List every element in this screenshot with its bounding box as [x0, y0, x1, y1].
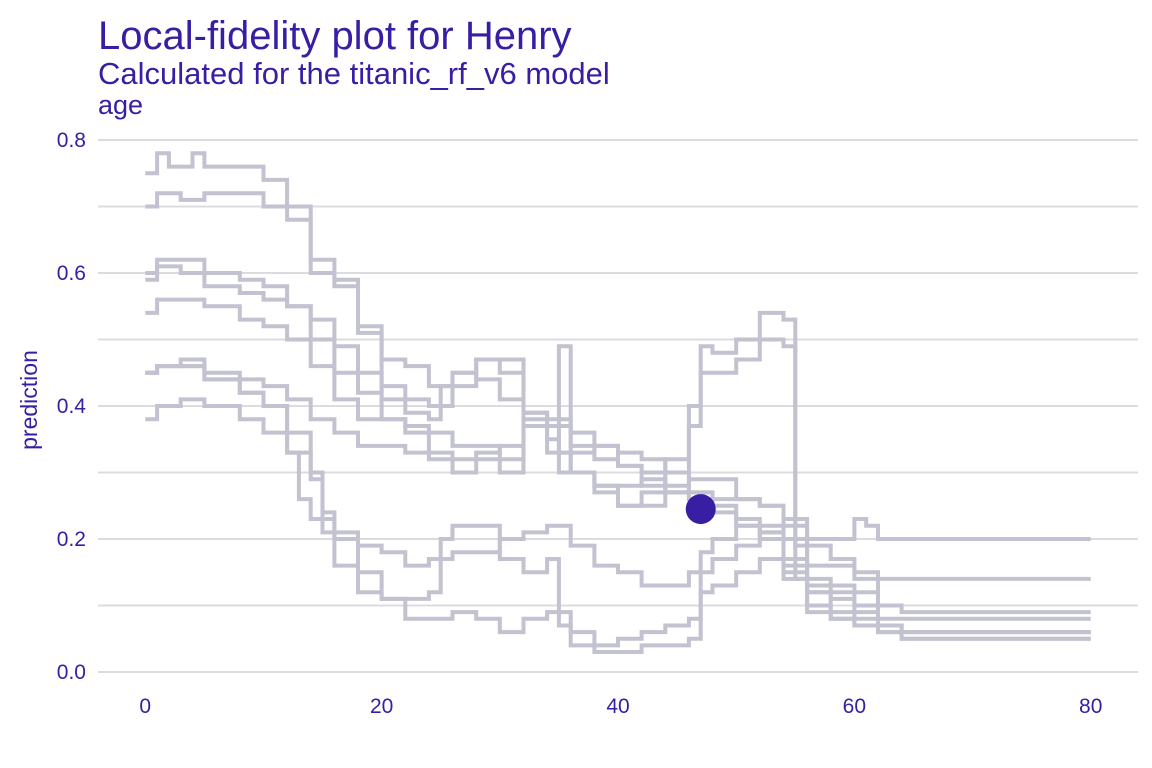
chart-subtitle: Calculated for the titanic_rf_v6 model: [98, 56, 610, 91]
x-axis: 0 20 40 60 80: [139, 695, 1102, 718]
observation-layer: [685, 494, 716, 525]
observation-point: [685, 494, 716, 525]
x-tick-label: 20: [370, 695, 393, 718]
profile-lines: [145, 151, 1091, 654]
y-axis-label: prediction: [16, 350, 42, 450]
x-tick-label: 60: [843, 695, 866, 718]
y-tick-label: 0.8: [57, 129, 86, 152]
y-axis: 0.0 0.2 0.4 0.6 0.8: [57, 129, 87, 684]
y-tick-label: 0.4: [57, 395, 87, 418]
facet-label: age: [98, 90, 144, 120]
gridlines: [98, 139, 1138, 673]
y-tick-label: 0.0: [57, 661, 86, 684]
chart-title: Local-fidelity plot for Henry: [98, 14, 572, 58]
x-tick-label: 40: [606, 695, 629, 718]
y-tick-label: 0.2: [57, 528, 86, 551]
x-tick-label: 80: [1079, 695, 1102, 718]
y-tick-label: 0.6: [57, 262, 86, 285]
x-tick-label: 0: [139, 695, 151, 718]
profile-line: [145, 364, 1091, 654]
